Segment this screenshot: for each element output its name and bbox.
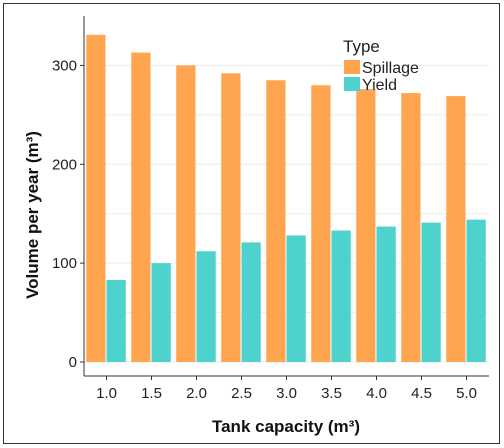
y-tick-label: 200 bbox=[52, 156, 77, 173]
bar-yield-2.5 bbox=[241, 242, 261, 362]
x-tick-label: 5.0 bbox=[456, 385, 477, 402]
bar-yield-4.5 bbox=[421, 222, 441, 362]
bar-yield-5.0 bbox=[466, 219, 486, 362]
bar-spillage-4.0 bbox=[356, 89, 376, 362]
legend-label-yield: Yield bbox=[362, 77, 397, 94]
x-tick-label: 1.5 bbox=[141, 385, 162, 402]
x-tick-label: 3.5 bbox=[321, 385, 342, 402]
bar-spillage-1.0 bbox=[86, 34, 106, 362]
y-tick-label: 100 bbox=[52, 255, 77, 272]
y-axis-title: Volume per year (m³) bbox=[23, 131, 42, 299]
y-tick-label: 300 bbox=[52, 57, 77, 74]
bar-spillage-1.5 bbox=[131, 52, 151, 362]
axes bbox=[80, 16, 489, 380]
bar-spillage-2.0 bbox=[176, 65, 196, 362]
legend-swatch-yield bbox=[344, 77, 360, 91]
bar-spillage-5.0 bbox=[446, 96, 466, 363]
figure-border bbox=[3, 3, 500, 444]
x-axis-title: Tank capacity (m³) bbox=[212, 417, 360, 436]
x-tick-label: 4.0 bbox=[366, 385, 387, 402]
x-tick-label: 1.0 bbox=[96, 385, 117, 402]
bar-spillage-2.5 bbox=[221, 73, 241, 362]
bar-spillage-4.5 bbox=[401, 93, 421, 362]
y-tick-labels: 0 100 200 300 bbox=[52, 57, 77, 371]
bar-yield-4.0 bbox=[376, 226, 396, 362]
legend-swatch-spillage bbox=[344, 60, 360, 74]
bars bbox=[86, 34, 486, 363]
bar-yield-1.5 bbox=[151, 263, 171, 362]
bar-yield-3.0 bbox=[286, 235, 306, 362]
bar-yield-2.0 bbox=[196, 251, 216, 362]
bar-spillage-3.5 bbox=[311, 85, 331, 362]
bar-yield-1.0 bbox=[106, 279, 126, 362]
bar-spillage-3.0 bbox=[266, 80, 286, 362]
legend-label-spillage: Spillage bbox=[362, 60, 419, 77]
legend-title: Type bbox=[343, 37, 380, 56]
x-tick-label: 2.0 bbox=[186, 385, 207, 402]
x-tick-label: 4.5 bbox=[411, 385, 432, 402]
y-tick-label: 0 bbox=[69, 354, 77, 371]
x-tick-label: 2.5 bbox=[231, 385, 252, 402]
x-tick-labels: 1.0 1.5 2.0 2.5 3.0 3.5 4.0 4.5 5.0 bbox=[96, 385, 477, 402]
bar-yield-3.5 bbox=[331, 230, 351, 362]
x-tick-label: 3.0 bbox=[276, 385, 297, 402]
